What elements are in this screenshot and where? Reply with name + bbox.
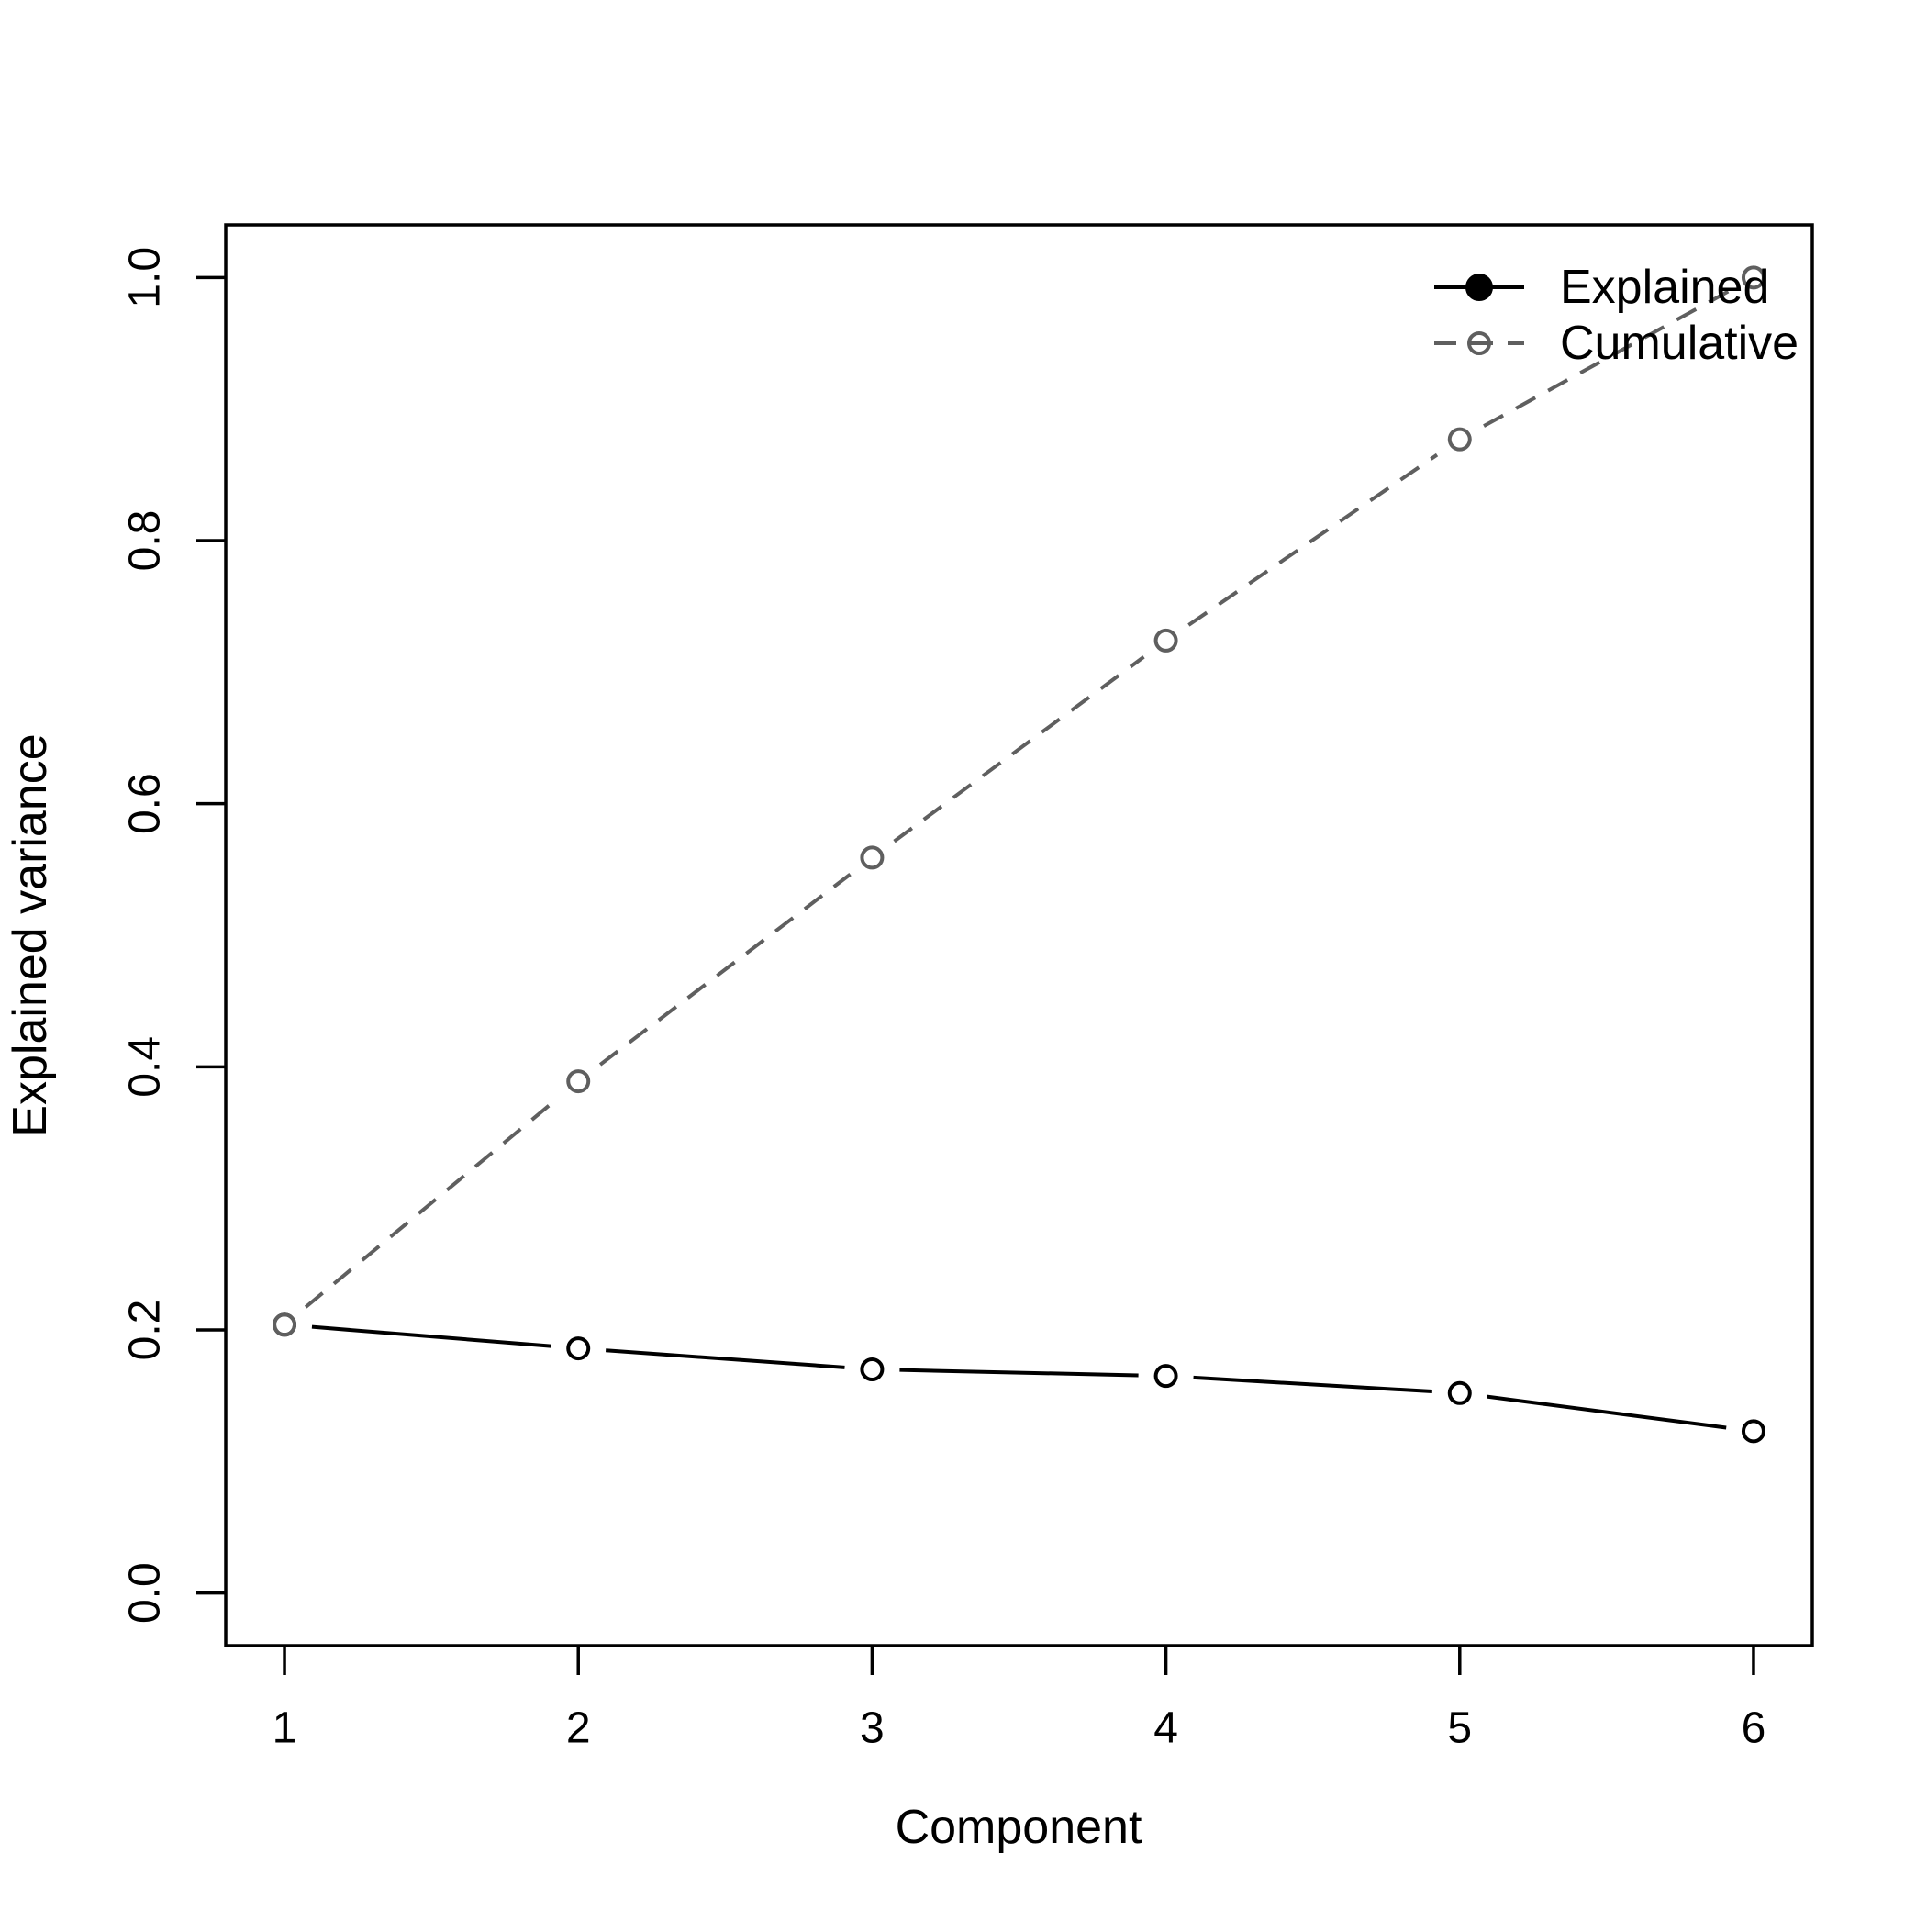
series-explained bbox=[273, 1312, 1765, 1444]
x-tick-label: 6 bbox=[1742, 1704, 1766, 1753]
series-explained-segment bbox=[311, 1324, 551, 1348]
y-tick-label: 0.2 bbox=[121, 1300, 170, 1361]
series-cumulative-segment bbox=[598, 873, 852, 1067]
data-point-explained-6 bbox=[1741, 1419, 1765, 1444]
y-tick-label: 0.4 bbox=[121, 1036, 170, 1098]
series-cumulative-segment bbox=[1187, 452, 1439, 627]
series-cumulative bbox=[273, 265, 1765, 1337]
legend-item-explained: Explained bbox=[1434, 261, 1769, 314]
y-tick-label: 1.0 bbox=[121, 247, 170, 308]
y-tick-label: 0.6 bbox=[121, 773, 170, 834]
series-explained-segment bbox=[1193, 1375, 1432, 1394]
legend-label-cumulative: Cumulative bbox=[1560, 317, 1799, 370]
y-tick-label: 0.8 bbox=[121, 510, 170, 572]
series-explained-segment bbox=[899, 1368, 1139, 1378]
x-axis-title: Component bbox=[896, 1801, 1142, 1854]
series-explained-segment bbox=[606, 1348, 845, 1369]
y-axis: 0.0 0.2 0.4 0.6 0.8 1.0 bbox=[121, 247, 226, 1624]
data-point-explained-3 bbox=[860, 1357, 885, 1381]
data-point-cumulative-5 bbox=[1447, 427, 1472, 452]
legend-marker-cumulative-open-circle bbox=[1467, 331, 1491, 355]
data-point-cumulative-2 bbox=[566, 1069, 591, 1094]
x-axis: 1 2 3 4 5 6 bbox=[273, 1646, 1766, 1753]
legend-item-cumulative: Cumulative bbox=[1434, 317, 1799, 370]
data-point-cumulative-6 bbox=[1741, 265, 1765, 290]
y-tick-label: 0.0 bbox=[121, 1562, 170, 1624]
data-point-explained-2 bbox=[566, 1336, 591, 1361]
series-cumulative-segment bbox=[304, 1097, 559, 1309]
plot-border bbox=[224, 223, 1814, 1647]
series-cumulative-segment bbox=[1483, 289, 1731, 428]
data-point-explained-4 bbox=[1153, 1364, 1178, 1389]
legend: Explained Cumulative bbox=[1434, 261, 1799, 370]
series-cumulative-segment bbox=[893, 655, 1145, 843]
data-point-explained-5 bbox=[1447, 1380, 1472, 1405]
data-point-cumulative-4 bbox=[1153, 628, 1178, 653]
data-point-cumulative-3 bbox=[860, 845, 885, 870]
plot-layer: 1 2 3 4 5 6 0.0 0.2 0.4 0.6 0.8 1.0 bbox=[121, 247, 1766, 1753]
legend-label-explained: Explained bbox=[1560, 261, 1769, 314]
x-tick-label: 1 bbox=[273, 1704, 297, 1753]
x-tick-label: 3 bbox=[860, 1704, 885, 1753]
y-axis-title: Explained variance bbox=[4, 733, 57, 1136]
series-explained-segment bbox=[1487, 1394, 1727, 1430]
x-tick-label: 4 bbox=[1153, 1704, 1178, 1753]
x-tick-label: 2 bbox=[566, 1704, 591, 1753]
data-point-cumulative-1 bbox=[273, 1312, 297, 1337]
legend-marker-explained-filled-circle bbox=[1465, 274, 1493, 301]
x-tick-label: 5 bbox=[1447, 1704, 1472, 1753]
